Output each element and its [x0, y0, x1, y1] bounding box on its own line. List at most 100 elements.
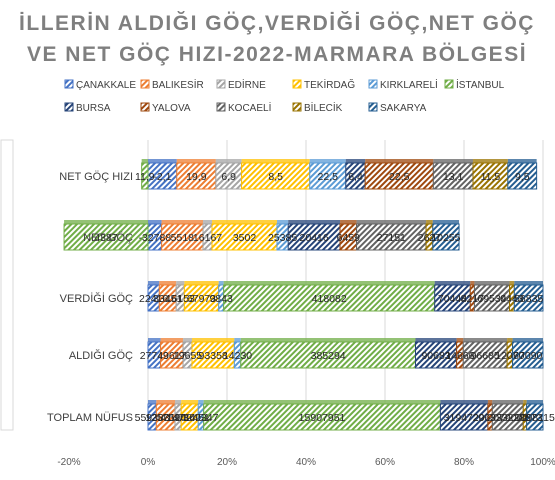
- legend-label-i-stanbul: İSTANBUL: [456, 78, 505, 91]
- data-label-net-go-c-i-stanbul: 4387: [94, 232, 118, 244]
- legend-label-teki-rdag: TEKİRDAĞ: [304, 78, 355, 91]
- legend-swatch-balikesi-r: [140, 79, 150, 89]
- category-label-net-go-c: NET GÖÇ: [83, 232, 133, 244]
- data-label-toplam-nu-fus-balikesi-r: 1257590: [145, 412, 186, 424]
- category-label-verdi-g-i-go-c: VERDİĞİ GÖÇ: [60, 292, 133, 305]
- data-label-verdi-g-i-go-c-yalova: 8217: [461, 293, 485, 305]
- data-label-verdi-g-i-go-c-edi-rne: 16153: [166, 293, 195, 305]
- data-label-net-go-c-edi-rne: 16167: [193, 232, 222, 244]
- data-label-toplam-nu-fus-kirklareli: 369347: [183, 412, 218, 424]
- bar-verdi-g-i-go-c-bursa: [434, 281, 471, 312]
- bar-toplam-nu-fus-bursa: [439, 400, 489, 431]
- bar-net-go-c-kocaeli: [356, 220, 427, 251]
- bar-net-go-c-hizi-bursa: [345, 159, 366, 190]
- data-label-toplam-nu-fus-yalova: 296333: [473, 412, 508, 424]
- data-label-net-go-c-kocaeli: 27151: [377, 232, 406, 244]
- data-label-net-go-c-hizi-yalova: 22,5: [389, 171, 410, 183]
- data-label-net-go-c-hizi-kirklareli: 22,5: [318, 171, 339, 183]
- legend-swatch-sakarya: [368, 102, 378, 112]
- x-tick-label: 100%: [530, 457, 555, 468]
- data-label-verdi-g-i-go-c-teki-rdag: 67973: [187, 293, 216, 305]
- legend-label-bursa: BURSA: [76, 103, 111, 114]
- data-label-net-go-c-hizi-sakarya: 9,5: [515, 171, 530, 183]
- legend-swatch-c-anakkale: [64, 79, 74, 89]
- data-label-net-go-c-hizi-i-stanbul: 11,9: [135, 171, 155, 183]
- data-label-aldig-i-go-c-kirklareli: 14230: [223, 350, 252, 362]
- x-tick-label: 60%: [375, 457, 395, 468]
- category-label-net-go-c-hizi: NET GÖÇ HIZI: [59, 171, 133, 183]
- data-label-aldig-i-go-c-yalova: 14666: [445, 350, 474, 362]
- x-tick-label: 0%: [141, 457, 156, 468]
- legend-label-balikesi-r: BALIKESİR: [152, 78, 204, 91]
- bar-net-go-c-sakarya: [432, 220, 460, 251]
- data-label-net-go-c-kirklareli: 25385: [268, 232, 297, 244]
- data-label-verdi-g-i-go-c-kocaeli: 69534: [477, 293, 506, 305]
- data-label-verdi-g-i-go-c-c-anakkale: 22416: [139, 293, 168, 305]
- bar-net-go-c-hizi-i-stanbul: [141, 159, 149, 190]
- data-label-net-go-c-balikesi-r: 5518: [171, 232, 195, 244]
- bar-net-go-c-yalova: [339, 220, 358, 251]
- data-label-toplam-nu-fus-edi-rne: 414714: [161, 412, 196, 424]
- bars: [63, 159, 544, 431]
- legend-swatch-edi-rne: [216, 79, 226, 89]
- data-label-aldig-i-go-c-bi-leci-k: 12070: [495, 350, 524, 362]
- legend-label-edi-rne: EDİRNE: [228, 78, 266, 91]
- bar-toplam-nu-fus-sakarya: [526, 400, 544, 431]
- data-label-net-go-c-bi-leci-k: 2627: [418, 232, 442, 244]
- bar-net-go-c-hizi-kocaeli: [432, 159, 474, 190]
- category-label-aldig-i-go-c: ALDIĞI GÖÇ: [69, 349, 133, 362]
- legend-swatch-teki-rdag: [292, 79, 302, 89]
- data-label-aldig-i-go-c-edi-rne: 19655: [173, 350, 202, 362]
- bar-net-go-c-hizi-sakarya: [507, 159, 538, 190]
- data-label-aldig-i-go-c-sakarya: 67090: [513, 350, 542, 362]
- data-label-net-go-c-bursa: 20416: [300, 232, 329, 244]
- data-label-net-go-c-hizi-balikesi-r: 19,9: [186, 171, 207, 183]
- bar-toplam-nu-fus-i-stanbul: [203, 400, 441, 431]
- legend-label-sakarya: SAKARYA: [380, 103, 427, 114]
- data-label-toplam-nu-fus-bursa: 3194720: [444, 412, 485, 424]
- data-label-net-go-c-teki-rdag: 3502: [233, 232, 257, 244]
- data-label-toplam-nu-fus-c-anakkale: 559383: [135, 412, 170, 424]
- legend-swatch-bursa: [64, 102, 74, 112]
- legend-label-c-anakkale: ÇANAKKALE: [76, 80, 136, 91]
- bar-aldig-i-go-c-sakarya: [512, 338, 544, 369]
- category-label-toplam-nu-fus: TOPLAM NÜFUS: [47, 412, 133, 424]
- bar-net-go-c-i-stanbul: [63, 220, 149, 251]
- chart-title-line-2: VE NET GÖÇ HIZI-2022-MARMARA BÖLGESİ: [27, 43, 527, 66]
- legend-swatch-kocaeli: [216, 102, 226, 112]
- data-label-toplam-nu-fus-kocaeli: 2079072: [487, 412, 528, 424]
- bar-verdi-g-i-go-c-sakarya: [513, 281, 544, 312]
- data-label-net-go-c-yalova: 6459: [337, 232, 361, 244]
- value-axis: -20% 0% 20% 40% 60% 80% 100%: [57, 457, 555, 468]
- data-label-aldig-i-go-c-kocaeli: 96685: [471, 350, 500, 362]
- data-label-aldig-i-go-c-balikesi-r: 49617: [157, 350, 186, 362]
- data-label-toplam-nu-fus-bi-leci-k: 228673: [507, 412, 542, 424]
- legend-label-bi-leci-k: BİLECİK: [304, 101, 343, 114]
- bar-net-go-c-balikesi-r: [161, 220, 204, 251]
- legend-label-yalova: YALOVA: [152, 103, 191, 114]
- bar-net-go-c-teki-rdag: [211, 220, 278, 251]
- data-label-verdi-g-i-go-c-kirklareli: 9843: [209, 293, 233, 305]
- legend-label-kocaeli: KOCAELİ: [228, 101, 271, 114]
- data-label-toplam-nu-fus-teki-rdag: 1142451: [170, 412, 210, 424]
- legend: ÇANAKKALE BALIKESİR EDİRNE TEKİRDAĞ KIRKLARE…: [64, 78, 505, 114]
- category-axis: TOPLAM NÜFUS ALDIĞI GÖÇ VERDİĞİ GÖÇ NET GÖÇ…: [47, 171, 133, 424]
- data-label-net-go-c-hizi-kocaeli: 13,1: [443, 171, 464, 183]
- legend-swatch-yalova: [140, 102, 150, 112]
- x-tick-label: 80%: [454, 457, 474, 468]
- data-label-aldig-i-go-c-bursa: 90683: [421, 350, 450, 362]
- x-tick-label: 40%: [296, 457, 316, 468]
- data-label-net-go-c-hizi-c-anakkale: -2,1: [153, 171, 171, 183]
- data-label-verdi-g-i-go-c-i-stanbul: 418082: [312, 293, 347, 305]
- legend-swatch-kirklareli: [368, 79, 378, 89]
- data-label-net-go-c-hizi-edi-rne: 6,9: [221, 171, 236, 183]
- legend-swatch-i-stanbul: [444, 79, 454, 89]
- bar-net-go-c-hizi-balikesi-r: [176, 159, 217, 190]
- data-label-net-go-c-c-anakkale: -32788: [138, 232, 171, 244]
- chart-title-line-1: İLLERİN ALDIĞI GÖÇ,VERDİĞİ GÖÇ,NET GÖÇ: [19, 11, 535, 35]
- data-label-verdi-g-i-go-c-bursa: 70444: [438, 293, 467, 305]
- data-label-net-go-c-hizi-teki-rdag: 8,5: [268, 171, 283, 183]
- bar-toplam-nu-fus-kocaeli: [491, 400, 524, 431]
